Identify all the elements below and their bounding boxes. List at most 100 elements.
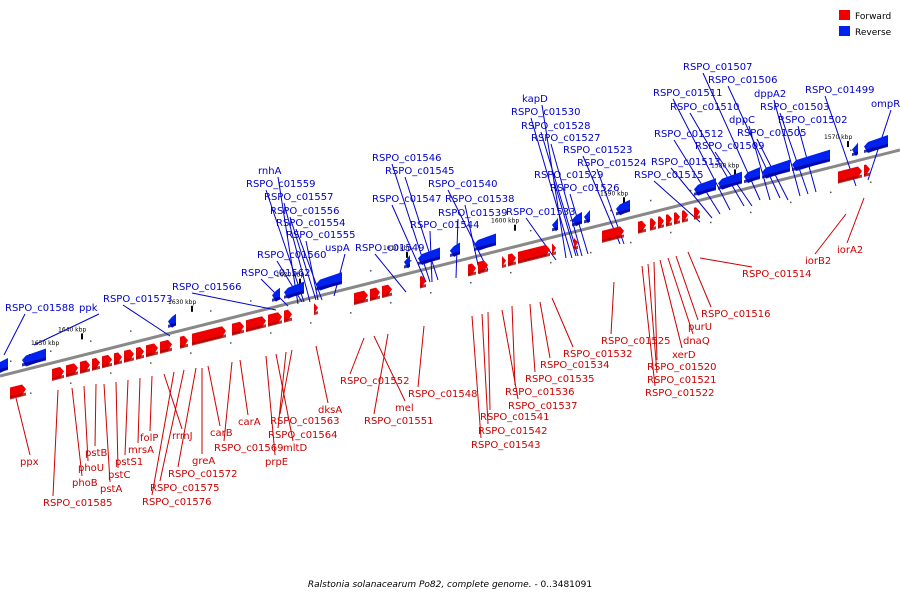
forward-gene xyxy=(114,352,122,366)
gene-label-rspo-c01528: RSPO_c01528 xyxy=(521,121,591,132)
forward-gene xyxy=(370,287,380,302)
axis-tick-label: 1610 kbp xyxy=(383,245,411,252)
gene-label-rspo-c01562: RSPO_c01562 xyxy=(241,268,311,279)
label-connector xyxy=(277,351,287,429)
forward-gene xyxy=(246,316,266,333)
scale-dot xyxy=(150,362,152,364)
gene-label-rspo-c01524: RSPO_c01524 xyxy=(577,158,647,169)
reverse-gene xyxy=(584,209,590,224)
forward-gene xyxy=(650,218,656,231)
gene-label-carb: carB xyxy=(210,428,233,439)
scale-dot xyxy=(230,342,232,344)
forward-gene xyxy=(518,244,550,264)
label-connector xyxy=(773,99,801,197)
gene-label-rspo-c01543: RSPO_c01543 xyxy=(471,440,541,451)
forward-gene xyxy=(232,321,244,336)
reverse-gene xyxy=(168,313,176,328)
gene-label-rspo-c01529: RSPO_c01529 xyxy=(534,170,604,181)
label-connector xyxy=(3,313,26,356)
scale-dot xyxy=(310,322,312,324)
forward-gene xyxy=(146,343,158,358)
gene-label-rrmj: rrmJ xyxy=(172,431,193,442)
label-connector xyxy=(687,251,712,308)
scale-dot xyxy=(130,330,132,332)
forward-gene xyxy=(694,207,700,220)
gene-label-rspo-c01575: RSPO_c01575 xyxy=(150,483,220,494)
forward-gene xyxy=(314,303,318,316)
forward-gene xyxy=(66,363,78,378)
reverse-gene xyxy=(762,159,790,179)
gene-label-rspo-c01525: RSPO_c01525 xyxy=(601,336,671,347)
gene-label-rspo-c01510: RSPO_c01510 xyxy=(670,102,740,113)
forward-gene xyxy=(192,326,226,346)
gene-label-rspo-c01516: RSPO_c01516 xyxy=(701,309,771,320)
label-connector xyxy=(530,117,573,259)
scale-dot xyxy=(70,382,72,384)
gene-label-grea: greA xyxy=(192,456,215,467)
gene-label-rspo-c01554: RSPO_c01554 xyxy=(276,218,346,229)
forward-gene xyxy=(136,346,144,360)
map-caption: Ralstonia solanacearum Po82, complete ge… xyxy=(308,580,592,590)
label-connector xyxy=(487,311,491,411)
gene-label-rspo-c01538: RSPO_c01538 xyxy=(445,194,515,205)
scale-dot xyxy=(710,221,712,224)
label-connector xyxy=(659,259,683,349)
label-connector xyxy=(149,375,153,432)
label-connector xyxy=(191,292,277,311)
label-connector xyxy=(727,85,781,199)
label-connector xyxy=(207,365,221,427)
label-connector xyxy=(539,301,551,359)
gene-label-rspo-c01551: RSPO_c01551 xyxy=(364,416,434,427)
gene-label-rspo-c01526: RSPO_c01526 xyxy=(550,183,620,194)
scale-dot xyxy=(530,229,532,232)
label-connector xyxy=(177,367,197,468)
gene-label-phou: phoU xyxy=(78,463,104,474)
scale-dot xyxy=(30,392,32,394)
forward-gene xyxy=(502,255,506,268)
gene-label-rnha: rnhA xyxy=(258,166,282,177)
forward-gene xyxy=(160,339,172,354)
gene-label-rspo-c01557: RSPO_c01557 xyxy=(264,192,334,203)
label-connector xyxy=(846,197,865,244)
legend-forward-swatch xyxy=(839,10,850,20)
label-connector xyxy=(540,131,579,257)
label-connector xyxy=(349,337,365,375)
gene-label-pstb: pstB xyxy=(85,448,107,459)
gene-label-iora2: iorA2 xyxy=(837,245,863,256)
gene-label-rspo-c01560: RSPO_c01560 xyxy=(257,250,327,261)
gene-label-rspo-c01535: RSPO_c01535 xyxy=(525,374,595,385)
forward-gene xyxy=(864,164,870,178)
caption-organism: Ralstonia solanacearum Po82, complete ge… xyxy=(308,580,532,590)
gene-label-rspo-c01576: RSPO_c01576 xyxy=(142,497,212,508)
label-connector xyxy=(279,349,293,415)
label-connector xyxy=(610,281,615,335)
forward-gene xyxy=(92,357,100,371)
gene-label-rspo-c01542: RSPO_c01542 xyxy=(478,426,548,437)
label-connector xyxy=(94,383,97,447)
gene-label-rspo-c01545: RSPO_c01545 xyxy=(385,166,455,177)
label-connector xyxy=(553,180,577,257)
scale-dot xyxy=(510,271,512,274)
gene-label-rspo-c01533: RSPO_c01533 xyxy=(506,207,576,218)
label-connector xyxy=(277,176,299,305)
reverse-gene xyxy=(744,167,760,184)
forward-gene xyxy=(52,366,64,381)
reverse-gene xyxy=(272,287,280,302)
gene-label-dnaq: dnaQ xyxy=(683,336,710,347)
reverse-gene xyxy=(0,357,8,374)
gene-label-rspo-c01546: RSPO_c01546 xyxy=(372,153,442,164)
label-connector xyxy=(52,389,59,497)
scale-dot xyxy=(470,281,472,284)
label-connector xyxy=(689,112,745,207)
gene-label-rspo-c01573: RSPO_c01573 xyxy=(103,294,173,305)
gene-label-rspo-c01515: RSPO_c01515 xyxy=(634,170,704,181)
gene-label-xerd: xerD xyxy=(672,350,696,361)
label-connector xyxy=(103,383,111,483)
gene-label-rspo-c01503: RSPO_c01503 xyxy=(760,102,830,113)
axis-tick-label: 1650 kbp xyxy=(31,340,59,347)
gene-label-rspo-c01556: RSPO_c01556 xyxy=(270,206,340,217)
reverse-gene xyxy=(852,142,858,157)
gene-label-rspo-c01513: RSPO_c01513 xyxy=(651,157,721,168)
label-connector xyxy=(83,385,89,462)
gene-label-mltd: mltD xyxy=(283,443,307,454)
